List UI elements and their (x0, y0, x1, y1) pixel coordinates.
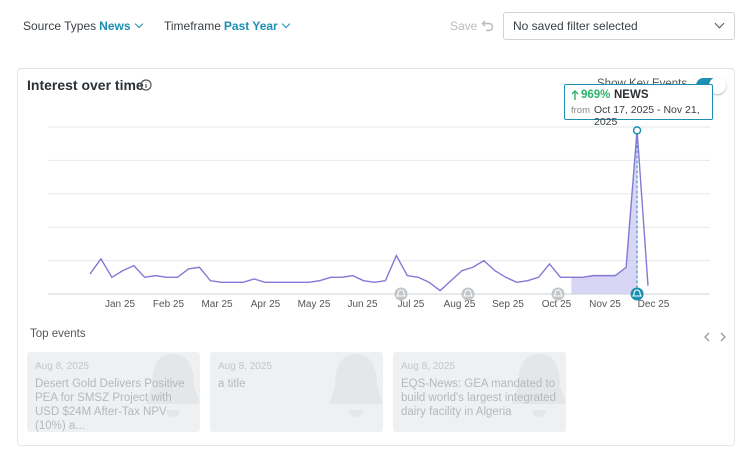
event-bell-bg (551, 287, 565, 301)
x-tick-label: May 25 (298, 299, 331, 310)
series-line (89, 130, 649, 292)
tooltip-from: from (571, 105, 590, 116)
event-card[interactable]: Aug 8, 2025 Desert Gold Delivers Positive… (27, 352, 200, 432)
x-tick-label: Mar 25 (201, 299, 233, 310)
x-tick-label: Apr 25 (251, 299, 281, 310)
card (17, 68, 735, 446)
source-value: News (99, 19, 131, 33)
event-card[interactable]: Aug 8, 2025 EQS-News: GEA mandated to bui… (393, 352, 566, 432)
timeframe-filter[interactable]: Timeframe Past Year (164, 19, 290, 33)
saved-filter-dropdown[interactable]: No saved filter selected (503, 12, 735, 40)
event-title: EQS-News: GEA mandated to build world's … (401, 378, 556, 418)
top-events-title: Top events (30, 328, 86, 340)
saved-filter-text: No saved filter selected (513, 19, 638, 33)
source-label: Source Types (23, 19, 97, 33)
timeframe-value: Past Year (223, 19, 278, 33)
tooltip-series: NEWS (614, 89, 649, 101)
card-title: Interest over time (27, 77, 144, 93)
tooltip-change: 969% (581, 89, 611, 101)
event-bell (632, 289, 642, 297)
save-button[interactable]: Save (450, 19, 478, 33)
info-icon[interactable] (140, 79, 152, 91)
x-tick-label: Jul 25 (398, 299, 425, 310)
event-title: Desert Gold Delivers Positive PEA for SM… (35, 378, 185, 432)
x-tick-label: Dec 25 (638, 299, 670, 310)
x-tick-label: Nov 25 (589, 299, 621, 310)
x-tick-label: Feb 25 (153, 299, 185, 310)
event-date: Aug 8, 2025 (401, 361, 455, 372)
bell-watermark (329, 354, 383, 417)
event-bell-bg (394, 287, 408, 301)
peak-marker (632, 126, 642, 135)
x-tick-label: Aug 25 (444, 299, 476, 310)
toggle-knob (709, 77, 726, 94)
x-tick-label: Sep 25 (492, 299, 524, 310)
pager-arrows[interactable] (702, 331, 728, 343)
tooltip-range: Oct 17, 2025 - Nov 21, 2025 (594, 104, 700, 128)
x-tick-label: Jan 25 (105, 299, 135, 310)
event-date: Aug 8, 2025 (35, 361, 89, 372)
highlight-area (571, 130, 638, 294)
bell-watermark (146, 354, 200, 417)
x-tick-label: Oct 25 (542, 299, 572, 310)
event-bell-bg (630, 287, 644, 301)
event-title: a title (218, 378, 246, 390)
undo-icon[interactable] (481, 18, 495, 32)
bell-watermark (512, 354, 566, 417)
event-bell-bg (461, 287, 475, 301)
timeframe-label: Timeframe (164, 19, 221, 33)
tooltip: 969% NEWS from Oct 17, 2025 - Nov 21, 20… (564, 84, 713, 128)
x-tick-label: Jun 25 (347, 299, 377, 310)
event-bell (463, 289, 473, 297)
source-filter[interactable]: Source Types News (23, 19, 143, 33)
event-card[interactable]: Aug 8, 2025 a title (210, 352, 383, 432)
event-bell (553, 289, 563, 297)
event-date: Aug 8, 2025 (218, 361, 272, 372)
up-arrow (571, 90, 579, 100)
event-bell (396, 289, 406, 297)
